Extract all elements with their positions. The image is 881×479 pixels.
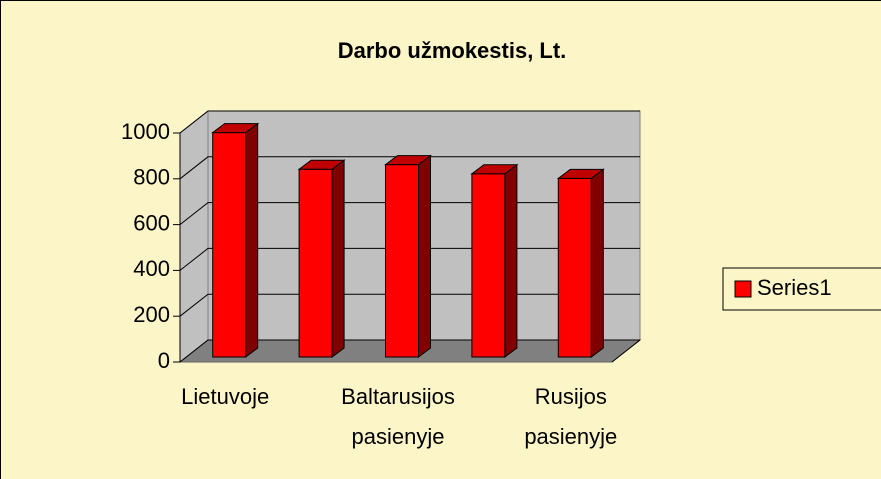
y-tick-label: 200 xyxy=(133,302,170,327)
y-tick-label: 800 xyxy=(133,165,170,190)
legend-label: Series1 xyxy=(757,275,832,300)
bar xyxy=(556,168,605,358)
bar xyxy=(384,154,432,358)
bar-top xyxy=(556,168,605,179)
y-tick-label: 0 xyxy=(158,348,170,373)
y-tick-label: 400 xyxy=(133,256,170,281)
y-tick-label: 600 xyxy=(133,210,170,235)
x-tick-label: Lietuvoje xyxy=(181,384,270,409)
bar-top xyxy=(470,164,519,175)
bar xyxy=(211,122,260,358)
bar-side xyxy=(504,163,518,358)
bar-side xyxy=(331,159,345,358)
grid-line xyxy=(179,156,640,180)
chart-title: Darbo užmokestis, Lt. xyxy=(338,38,567,63)
side-wall xyxy=(179,109,209,364)
bar-top xyxy=(384,155,432,166)
bar-front xyxy=(557,177,592,358)
floor-edge xyxy=(611,339,641,363)
x-tick-label: Baltarusijos pasienyje xyxy=(341,384,455,449)
x-tick-label: Rusijos pasienyje xyxy=(524,384,618,449)
bar-side xyxy=(418,154,431,358)
bar xyxy=(470,163,519,358)
bar-front xyxy=(471,173,506,358)
bar xyxy=(297,159,346,358)
bar-top xyxy=(211,123,260,134)
bar-front xyxy=(385,164,419,358)
bar-side xyxy=(590,168,604,358)
bar-top xyxy=(297,159,346,170)
legend-swatch xyxy=(734,280,752,298)
grid-line xyxy=(179,110,640,134)
y-tick-label: 1000 xyxy=(121,119,170,144)
bar-side xyxy=(245,122,259,358)
bar-front xyxy=(212,132,247,358)
bar-front xyxy=(298,168,333,358)
